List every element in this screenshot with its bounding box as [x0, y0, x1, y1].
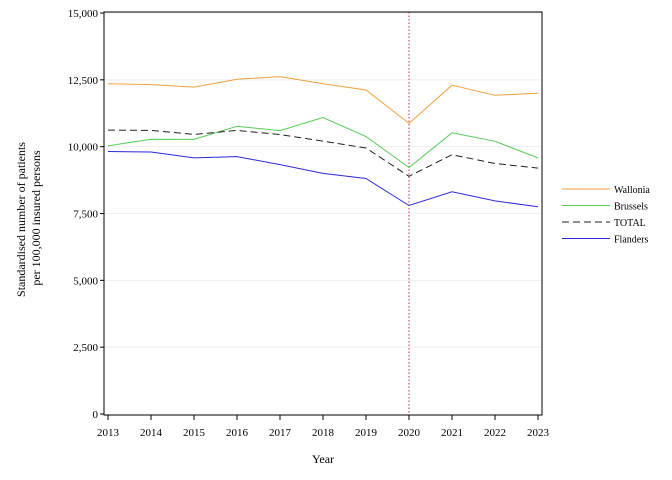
- legend: Wallonia Brussels TOTAL Flanders: [562, 185, 650, 246]
- series-line-total: [107, 129, 539, 177]
- legend-label-total: TOTAL: [614, 218, 646, 229]
- x-tick-label: 2013: [97, 427, 120, 439]
- legend-label-flanders: Flanders: [614, 235, 649, 246]
- legend-label-brussels: Brussels: [614, 202, 648, 213]
- x-tick-label: 2022: [484, 427, 506, 439]
- gridlines: [104, 12, 542, 348]
- y-tick-label: 2,500: [73, 342, 98, 354]
- series-line-brussels: [107, 116, 539, 169]
- x-axis-title: Year: [312, 452, 334, 466]
- series-line-flanders: [107, 151, 539, 208]
- y-axis-title-line-1: Standardised number of patients: [14, 142, 28, 297]
- series-line-wallonia: [107, 76, 539, 125]
- x-tick-label: 2019: [355, 427, 378, 439]
- x-tick-label: 2018: [312, 427, 335, 439]
- y-tick-label: 5,000: [73, 275, 98, 287]
- y-tick-label: 7,500: [73, 209, 98, 221]
- y-tick-label: 12,500: [68, 75, 99, 87]
- x-tick-label: 2014: [140, 427, 163, 439]
- x-tick-label: 2020: [398, 427, 421, 439]
- x-axis: 2013 2014 2015 2016 2017 2018 2019 2020 2021 2022…: [97, 415, 550, 439]
- y-axis-title-line-2: per 100,000 insured persons: [29, 150, 43, 286]
- x-tick-label: 2017: [269, 427, 292, 439]
- x-tick-label: 2021: [441, 427, 463, 439]
- y-axis-title: Standardised number of patients per 100,…: [14, 139, 43, 297]
- y-tick-label: 0: [93, 409, 99, 421]
- x-tick-label: 2016: [226, 427, 249, 439]
- legend-label-wallonia: Wallonia: [614, 185, 650, 196]
- x-tick-label: 2015: [183, 427, 206, 439]
- y-tick-label: 10,000: [68, 142, 99, 154]
- y-axis: 0 2,500 5,000 7,500 10,000 12,500 15,000: [68, 8, 104, 421]
- y-tick-label: 15,000: [68, 8, 99, 20]
- x-tick-label: 2023: [527, 427, 550, 439]
- series-lines: [107, 76, 539, 208]
